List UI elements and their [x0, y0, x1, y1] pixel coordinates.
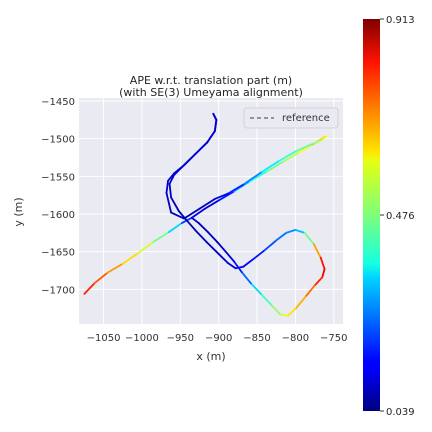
trajectory-segment: [320, 135, 328, 142]
trajectory-segment: [190, 216, 200, 224]
colorbar: 0.913 0.476 0.039: [363, 15, 415, 418]
x-axis-label: x (m): [196, 350, 225, 363]
trajectory-segment: [197, 222, 209, 233]
trajectory-segment: [275, 231, 288, 242]
series-group: [83, 112, 328, 317]
trajectory-segment: [263, 239, 278, 252]
trajectory-segment: [213, 118, 218, 133]
trajectory-segment: [203, 199, 220, 210]
trajectory-segment: [217, 190, 235, 202]
trajectory-segment: [294, 295, 307, 310]
x-tick-label: −1050: [87, 333, 121, 344]
trajectory-segment: [121, 252, 139, 265]
trajectory-segment: [165, 192, 172, 214]
trajectory-segment: [212, 112, 218, 121]
trajectory-segment: [216, 240, 228, 254]
trajectory-segment: [285, 228, 297, 234]
y-tick-label: −1650: [41, 248, 75, 259]
trajectory-segment: [194, 229, 209, 244]
trajectory-segment: [269, 303, 281, 316]
colorbar-gradient: [363, 19, 380, 411]
y-tick-label: −1500: [41, 135, 75, 146]
trajectory-segment: [183, 207, 201, 220]
plot-area: [79, 98, 343, 324]
trajectory-segment: [168, 173, 176, 185]
trajectory-segment: [313, 276, 324, 287]
trajectory-segment: [168, 182, 172, 199]
trajectory-segment: [259, 292, 272, 306]
trajectory-segment: [312, 243, 322, 259]
x-tick-label: −900: [205, 333, 232, 344]
trajectory-segment: [206, 241, 220, 255]
trajectory-segment: [294, 143, 314, 153]
y-tick-label: −1550: [41, 172, 75, 183]
legend: reference: [243, 107, 339, 129]
trajectory-segment: [286, 308, 297, 317]
trajectory-segment: [194, 141, 209, 155]
colorbar-label-mid: 0.476: [386, 211, 415, 222]
y-tick-label: −1450: [41, 97, 75, 108]
colorbar-label-min: 0.039: [386, 407, 415, 418]
trajectory-segment: [183, 152, 197, 166]
trajectory-segment: [279, 313, 289, 317]
trajectory-segment: [259, 160, 280, 174]
trajectory-segment: [319, 256, 326, 270]
x-tick-label: −1000: [125, 333, 159, 344]
trajectory-segment: [83, 282, 96, 295]
trajectory-segment: [242, 258, 255, 268]
trajectory-segment: [190, 207, 206, 219]
x-tick-label: −950: [167, 333, 194, 344]
trajectory-segment: [213, 192, 229, 200]
trajectory-segment: [217, 253, 229, 264]
trajectory-segment: [106, 262, 124, 274]
trajectory-segment: [303, 231, 315, 246]
trajectory-segment: [167, 172, 176, 182]
trajectory-segment: [294, 228, 306, 234]
trajectory-segment: [152, 231, 170, 243]
x-tick-label: −800: [282, 333, 309, 344]
trajectory-segment: [165, 179, 169, 194]
trajectory-segment: [233, 260, 243, 273]
trajectory-segment: [177, 210, 188, 221]
trajectory-segment: [198, 198, 216, 210]
trajectory-segment: [311, 139, 323, 145]
x-tick-label: −750: [320, 333, 347, 344]
trajectory-segment: [225, 251, 235, 263]
trajectory-segment: [170, 211, 186, 220]
colorbar-label-max: 0.913: [386, 15, 415, 26]
grid-lines: [79, 98, 343, 324]
trajectory-segment: [248, 170, 268, 183]
chart-title-line1: APE w.r.t. translation part (m): [130, 74, 292, 87]
trajectory-segment: [93, 271, 109, 285]
trajectory-segment: [226, 183, 245, 195]
trajectory-segment: [167, 222, 183, 233]
y-tick-label: −1600: [41, 210, 75, 221]
trajectory-segment: [283, 151, 301, 163]
y-tick-labels: −1450 −1500 −1550 −1600 −1650 −1700: [41, 97, 75, 296]
trajectory-segment: [277, 150, 297, 163]
x-tick-label: −850: [243, 333, 270, 344]
trajectory-segment: [185, 219, 197, 232]
trajectory-segment: [226, 262, 237, 270]
trajectory-segment: [304, 284, 316, 298]
trajectory-segment: [298, 143, 314, 154]
trajectory-segment: [170, 196, 180, 212]
trajectory-segment: [137, 240, 155, 255]
trajectory-segment: [265, 160, 285, 173]
x-tick-labels: −1050 −1000 −950 −900 −850 −800 −750: [87, 333, 348, 344]
trajectory-segment: [321, 268, 326, 279]
trajectory-segment: [173, 164, 186, 176]
y-tick-label: −1700: [41, 285, 75, 296]
trajectory-segment: [252, 249, 266, 261]
trajectory-segment: [250, 282, 262, 295]
y-axis-label: y (m): [12, 197, 25, 226]
legend-box: [243, 107, 339, 129]
legend-reference-label: reference: [282, 113, 330, 124]
trajectory-segment: [242, 171, 262, 186]
trajectory-segment: [240, 271, 252, 285]
trajectory-segment: [207, 231, 219, 243]
chart-title-line2: (with SE(3) Umeyama alignment): [119, 86, 303, 99]
trajectory-segment: [206, 130, 216, 144]
